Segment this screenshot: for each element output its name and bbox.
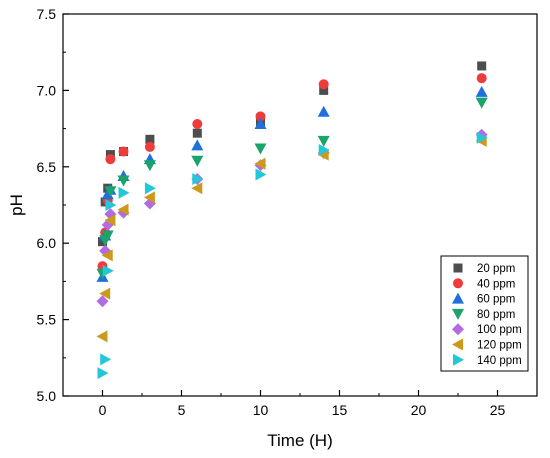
data-point [475, 97, 488, 109]
series-20-ppm [98, 61, 487, 247]
x-axis-title: Time (H) [267, 431, 332, 450]
data-point [255, 168, 267, 181]
data-point [145, 134, 155, 144]
data-point [143, 191, 155, 204]
y-tick-label: 6.0 [37, 235, 57, 251]
y-tick-label: 7.0 [37, 82, 57, 98]
legend-marker [452, 308, 464, 320]
data-point [476, 131, 488, 144]
data-point [97, 367, 109, 380]
x-tick-label: 10 [253, 402, 269, 418]
y-tick-label: 7.5 [37, 6, 57, 22]
data-point [117, 175, 130, 187]
data-point [192, 128, 202, 138]
legend-item: 20 ppm [453, 263, 515, 275]
x-tick-label: 5 [178, 402, 186, 418]
data-point [104, 214, 116, 227]
legend-label: 140 ppm [477, 355, 522, 367]
data-point [317, 135, 330, 147]
data-point [318, 143, 330, 156]
legend: 20 ppm 40 ppm 60 ppm 80 ppm 100 ppm 120 ppm 14… [440, 255, 529, 372]
data-point [143, 160, 156, 172]
legend-marker [452, 292, 464, 304]
data-point [319, 85, 329, 95]
legend-label: 80 ppm [477, 309, 515, 321]
data-point [144, 141, 155, 152]
series-40-ppm [97, 73, 487, 272]
data-point [99, 287, 111, 300]
data-point [117, 203, 129, 216]
legend-label: 40 ppm [477, 278, 515, 290]
data-point [477, 61, 487, 71]
data-point [101, 249, 113, 262]
data-point [96, 330, 108, 343]
data-point [118, 146, 129, 157]
series-60-ppm [96, 85, 488, 282]
series-140-ppm [97, 131, 488, 380]
legend-label: 100 ppm [477, 324, 522, 336]
data-point [476, 73, 487, 84]
data-point [105, 199, 117, 211]
legend-marker [453, 353, 464, 366]
legend-marker [453, 278, 463, 289]
series-80-ppm [96, 97, 488, 280]
series-100-ppm [96, 128, 488, 308]
data-point [104, 186, 117, 198]
legend-marker [452, 323, 464, 336]
legend-item: 60 ppm [452, 292, 515, 306]
y-axis-title: pH [7, 194, 26, 216]
legend-item: 40 ppm [453, 278, 515, 290]
data-point [254, 157, 266, 170]
data-point [255, 111, 266, 122]
legend-item: 100 ppm [452, 323, 522, 336]
data-point [192, 173, 204, 186]
legend-item: 80 ppm [452, 308, 515, 321]
data-point [191, 155, 204, 167]
data-point [254, 143, 267, 155]
data-point [144, 182, 156, 195]
data-point [191, 182, 203, 195]
data-point [105, 154, 116, 165]
data-point [101, 230, 114, 242]
data-points [96, 61, 488, 380]
data-point [118, 186, 130, 199]
data-point [102, 264, 114, 277]
data-point [317, 105, 330, 117]
y-tick-label: 6.5 [37, 159, 57, 175]
series-120-ppm [96, 134, 487, 343]
x-tick-label: 25 [490, 402, 506, 418]
data-point [192, 119, 203, 130]
legend-label: 20 ppm [477, 263, 515, 275]
data-point [98, 237, 107, 247]
x-tick-label: 15 [332, 402, 348, 418]
data-point [100, 353, 112, 366]
legend-label: 120 ppm [477, 340, 522, 352]
legend-item: 120 ppm [452, 338, 522, 352]
data-point [254, 118, 267, 130]
legend-item: 140 ppm [453, 353, 522, 367]
y-tick-label: 5.0 [37, 388, 57, 404]
y-tick-label: 5.5 [37, 312, 57, 328]
data-point [475, 85, 488, 97]
legend-label: 60 ppm [477, 294, 515, 306]
legend-marker [452, 338, 463, 351]
x-tick-label: 20 [411, 402, 427, 418]
legend-marker [453, 263, 463, 273]
data-point [96, 295, 109, 308]
x-tick-label: 0 [99, 402, 107, 418]
data-point [318, 79, 329, 90]
axis-ticks [63, 13, 499, 397]
axis-tick-labels: 0 5 10 15 20 25 5.0 5.5 6.0 6.5 7.0 7.5 [37, 6, 506, 418]
data-point [191, 139, 204, 151]
